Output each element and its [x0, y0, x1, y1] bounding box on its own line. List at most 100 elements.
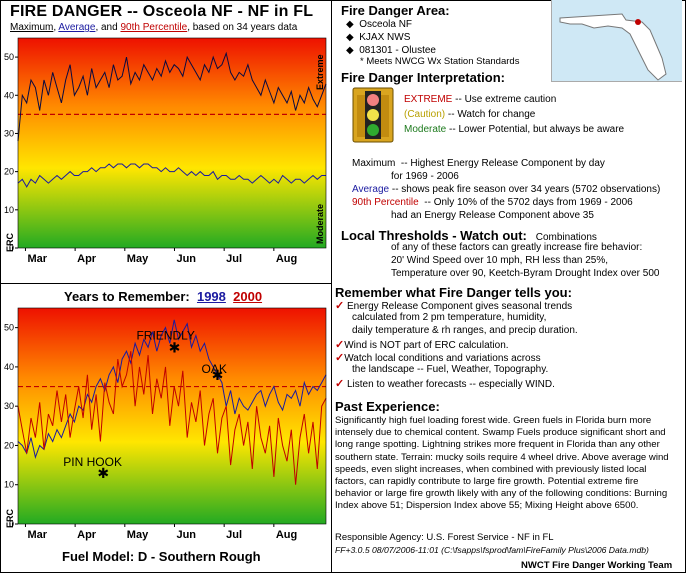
- band-label-moderate: Moderate: [315, 204, 325, 244]
- past-title: Past Experience:: [335, 399, 440, 414]
- desc-average: Average -- shows peak fire season over 3…: [352, 184, 660, 195]
- past-text: Significantly high fuel loading forest w…: [335, 415, 669, 512]
- fire-marker-label: FRIENDLY: [136, 328, 194, 342]
- remember-item-2-text: Wind is NOT part of ERC calculation.: [344, 340, 509, 351]
- y-tick-label: 30: [4, 128, 14, 138]
- y-tick-label: 40: [4, 90, 14, 100]
- x-tick-label: May: [127, 529, 149, 541]
- threshold-line-3: Temperature over 90, Keetch-Byram Drough…: [391, 268, 660, 279]
- area-title: Fire Danger Area:: [341, 3, 450, 18]
- x-tick-label: Jun: [176, 529, 196, 541]
- page-title: FIRE DANGER -- Osceola NF - NF in FL: [10, 3, 314, 20]
- x-tick-label: Apr: [77, 529, 97, 541]
- desc-percentile: 90th Percentile -- Only 10% of the 5702 …: [352, 197, 633, 208]
- x-tick-label: Mar: [27, 253, 47, 265]
- area-item-1: ◆ Osceola NF: [346, 19, 413, 30]
- remember-item-4-text: Listen to weather forecasts -- especiall…: [347, 379, 555, 390]
- fire-marker-icon: ✱: [169, 340, 181, 356]
- x-tick-label: Jul: [226, 253, 242, 265]
- check-icon: ✓: [335, 300, 345, 312]
- x-tick-label: Aug: [276, 529, 297, 541]
- erc-climatology-chart: 0 10 20 30 40 50 Mar Apr May Jun Jul Aug ERC Extreme M…: [4, 37, 327, 265]
- x-tick-label: Mar: [27, 529, 47, 541]
- y-tick-label: 40: [4, 362, 14, 372]
- subtitle-percentile: 90th Percentile: [120, 22, 188, 33]
- remember-item-1-text: Energy Release Component gives seasonal …: [347, 301, 573, 312]
- caution-label: (Caution): [404, 109, 446, 120]
- subtitle-and: , and: [95, 22, 121, 33]
- fire-marker-icon: ✱: [97, 466, 109, 482]
- fire-marker-icon: ✱: [212, 368, 224, 384]
- desc-percentile-2: had an Energy Release Component above 35: [391, 210, 594, 221]
- traffic-light-icon: [352, 87, 394, 143]
- remember-item-4: ✓ Listen to weather forecasts -- especia…: [335, 377, 555, 390]
- max-text: -- Highest Energy Release Component by d…: [400, 158, 605, 169]
- agency-line: Responsible Agency: U.S. Forest Service …: [335, 532, 554, 543]
- max-label: Maximum: [352, 158, 396, 169]
- legend-moderate: Moderate -- Lower Potential, but always …: [404, 124, 624, 135]
- moderate-label: Moderate: [404, 124, 447, 135]
- area-item-3: ◆ 081301 - Olustee: [346, 45, 436, 56]
- area-item-2: ◆ KJAX NWS: [346, 32, 411, 43]
- x-tick-label: Jul: [226, 529, 242, 541]
- series-line-average: [17, 163, 326, 188]
- y-tick-label: 0: [9, 519, 14, 529]
- band-label-extreme: Extreme: [315, 54, 325, 90]
- remember-item-2: ✓Wind is NOT part of ERC calculation.: [335, 338, 509, 351]
- desc-maximum: Maximum -- Highest Energy Release Compon…: [352, 158, 605, 169]
- y-tick-label: 50: [4, 323, 14, 333]
- pct-text: -- Only 10% of the 5702 days from 1969 -…: [424, 197, 633, 208]
- desc-maximum-2: for 1969 - 2006: [391, 171, 459, 182]
- fire-marker-label: OAK: [202, 362, 227, 376]
- avg-label: Average: [352, 184, 390, 195]
- x-tick-label: May: [127, 253, 149, 265]
- years-title-text: Years to Remember:: [64, 289, 190, 304]
- check-icon: ✓: [335, 352, 345, 364]
- area-item-3-text: 081301 - Olustee: [359, 45, 436, 56]
- year-1998-label: 1998: [196, 289, 226, 304]
- remember-item-1: ✓ Energy Release Component gives seasona…: [335, 299, 572, 312]
- series-line-maximum: [17, 51, 327, 142]
- plot-frame: [17, 37, 327, 249]
- florida-map-icon: [559, 13, 667, 81]
- threshold-line-1: of any of these factors can greatly incr…: [391, 242, 643, 253]
- interpretation-title: Fire Danger Interpretation:: [341, 70, 505, 85]
- x-tick-label: Jun: [176, 253, 196, 265]
- avg-text: -- shows peak fire season over 34 years …: [391, 184, 661, 195]
- florida-map: [551, 0, 682, 82]
- y-tick-label: 10: [4, 480, 14, 490]
- remember-item-1c: daily temperature & rh ranges, and preci…: [352, 325, 578, 336]
- threshold-line-2: 20' Wind Speed over 10 mph, RH less than…: [391, 255, 609, 266]
- extreme-label: EXTREME: [404, 94, 453, 105]
- fuel-model-label: Fuel Model: D - Southern Rough: [62, 549, 261, 564]
- subtitle-tail: , based on 34 years data: [187, 22, 298, 33]
- y-tick-label: 0: [9, 243, 14, 253]
- y-tick-label: 50: [4, 52, 14, 62]
- pct-label: 90th Percentile: [352, 197, 419, 208]
- remember-item-3b: the landscape -- Fuel, Weather, Topograp…: [352, 364, 549, 375]
- series-line-2000: [17, 351, 327, 485]
- area-item-2-text: KJAX NWS: [359, 32, 411, 43]
- check-icon: ✓: [335, 339, 345, 351]
- chart-subtitle: Maximum, Average, and 90th Percentile, b…: [10, 22, 297, 33]
- year-2000-label: 2000: [233, 289, 263, 304]
- plot-frame: [17, 307, 327, 525]
- remember-item-1b: calculated from 2 pm temperature, humidi…: [352, 312, 547, 323]
- y-axis-label: ERC: [5, 508, 15, 528]
- remember-item-3: ✓Watch local conditions and variations a…: [335, 351, 541, 364]
- y-axis-label: ERC: [5, 232, 15, 252]
- vertical-divider: [331, 0, 332, 573]
- caution-text: -- Watch for change: [447, 109, 536, 120]
- legend-extreme: EXTREME -- Use extreme caution: [404, 94, 556, 105]
- series-line-1998: [17, 319, 327, 459]
- y-tick-label: 20: [4, 440, 14, 450]
- area-note: * Meets NWCG Wx Station Standards: [360, 56, 520, 67]
- fire-marker-label: PIN HOOK: [63, 455, 122, 469]
- remember-item-3-text: Watch local conditions and variations ac…: [344, 353, 541, 364]
- subtitle-average: Average: [58, 22, 96, 33]
- y-tick-label: 30: [4, 401, 14, 411]
- version-line: FF+3.0.5 08/07/2006-11:01 (C:\fsapps\fsp…: [335, 545, 649, 555]
- team-line: NWCT Fire Danger Working Team: [521, 560, 673, 571]
- y-tick-label: 10: [4, 205, 14, 215]
